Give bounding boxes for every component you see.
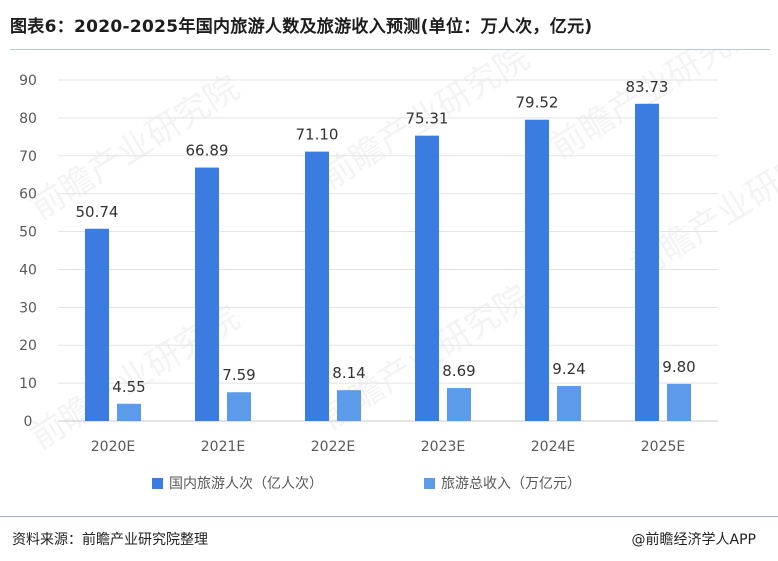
y-tick-label: 50 bbox=[19, 225, 37, 241]
x-tick-label: 2021E bbox=[201, 439, 245, 455]
chart-title: 图表6：2020-2025年国内旅游人数及旅游收入预测(单位：万人次，亿元) bbox=[10, 10, 770, 50]
y-axis: 0 10 20 30 40 50 60 70 80 90 bbox=[19, 73, 37, 430]
legend-label: 国内旅游人次（亿人次） bbox=[169, 476, 323, 492]
bars bbox=[85, 103, 691, 422]
data-label-revenue: 8.14 bbox=[332, 364, 365, 382]
source-note: 资料来源：前瞻产业研究院整理 bbox=[12, 532, 208, 548]
y-tick-label: 40 bbox=[19, 262, 37, 278]
bar-tourist-visits bbox=[305, 151, 329, 422]
data-label-visits: 71.10 bbox=[296, 126, 339, 144]
y-tick-label: 10 bbox=[19, 376, 37, 392]
bar-tourist-visits bbox=[195, 167, 219, 421]
watermark-layer: 前瞻产业研究院前瞻产业研究院前瞻产业研究院前瞻产业研究院前瞻产业研究院前瞻产业研… bbox=[24, 50, 778, 458]
gridlines bbox=[58, 79, 718, 422]
x-tick-label: 2023E bbox=[421, 439, 465, 455]
bar-tourism-revenue bbox=[557, 385, 581, 421]
legend-swatch bbox=[152, 478, 163, 489]
data-label-visits: 79.52 bbox=[516, 94, 559, 112]
legend-label: 旅游总收入（万亿元） bbox=[441, 476, 581, 492]
data-label-visits: 66.89 bbox=[186, 142, 229, 160]
bar-tourist-visits bbox=[85, 228, 109, 421]
y-tick-label: 0 bbox=[24, 414, 33, 430]
bar-tourist-visits bbox=[415, 135, 439, 421]
y-tick-label: 80 bbox=[19, 111, 37, 127]
y-tick-label: 20 bbox=[19, 338, 37, 354]
bar-tourism-revenue bbox=[667, 383, 691, 421]
x-axis: 2020E 2021E 2022E 2023E 2024E 2025E bbox=[91, 439, 685, 455]
y-tick-label: 30 bbox=[19, 300, 37, 316]
y-tick-label: 60 bbox=[19, 187, 37, 203]
legend: 国内旅游人次（亿人次） 旅游总收入（万亿元） bbox=[152, 476, 581, 492]
data-label-revenue: 4.55 bbox=[112, 378, 145, 396]
y-tick-label: 90 bbox=[19, 73, 37, 89]
bar-tourism-revenue bbox=[447, 388, 471, 421]
data-label-revenue: 9.80 bbox=[662, 358, 695, 376]
bar-tourism-revenue bbox=[117, 403, 141, 421]
data-label-revenue: 9.24 bbox=[552, 360, 585, 378]
legend-swatch bbox=[424, 478, 435, 489]
x-tick-label: 2020E bbox=[91, 439, 135, 455]
x-tick-label: 2024E bbox=[531, 439, 575, 455]
bar-chart: 前瞻产业研究院前瞻产业研究院前瞻产业研究院前瞻产业研究院前瞻产业研究院前瞻产业研… bbox=[19, 50, 778, 492]
bar-tourist-visits bbox=[525, 119, 549, 422]
footer: 资料来源：前瞻产业研究院整理 @前瞻经济学人APP bbox=[0, 516, 778, 561]
bar-tourist-visits bbox=[635, 103, 659, 421]
brand-credit: @前瞻经济学人APP bbox=[631, 532, 756, 548]
data-label-revenue: 7.59 bbox=[222, 366, 255, 384]
bar-tourism-revenue bbox=[227, 392, 251, 421]
data-label-visits: 83.73 bbox=[626, 78, 669, 96]
data-label-visits: 75.31 bbox=[406, 110, 449, 128]
y-tick-label: 70 bbox=[19, 149, 37, 165]
x-tick-label: 2025E bbox=[641, 439, 685, 455]
data-label-visits: 50.74 bbox=[76, 203, 119, 221]
data-label-revenue: 8.69 bbox=[442, 362, 475, 380]
bar-tourism-revenue bbox=[337, 390, 361, 421]
x-tick-label: 2022E bbox=[311, 439, 355, 455]
data-labels: 50.74 66.89 71.10 75.31 79.52 83.73 4.55 7.59 8.… bbox=[76, 78, 696, 396]
